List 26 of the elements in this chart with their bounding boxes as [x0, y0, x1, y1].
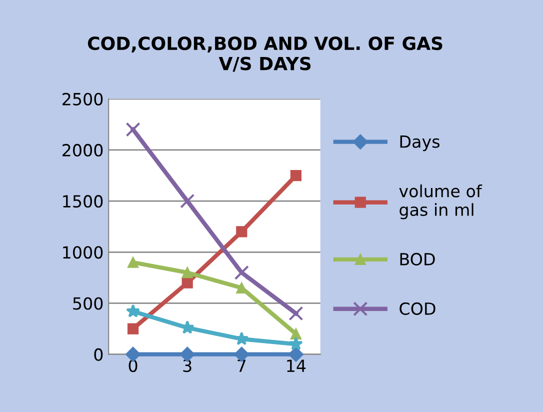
point	[126, 122, 140, 137]
point	[127, 256, 139, 268]
chart-title: COD,COLOR,BOD AND VOL. OF GAS V/S DAYS	[88, 36, 442, 72]
point	[126, 304, 140, 318]
point	[125, 346, 141, 362]
legend-label: COD	[400, 302, 436, 315]
y-tick-label: 0	[94, 348, 103, 361]
point	[182, 277, 193, 288]
legend-label: volume of gas in ml	[399, 184, 482, 220]
point	[236, 226, 248, 238]
point	[234, 265, 249, 280]
y-tick-label: 1500	[63, 195, 103, 208]
point	[290, 170, 302, 182]
point	[290, 328, 302, 340]
y-tick-label: 2500	[62, 92, 103, 106]
y-tick-label: 2000	[62, 144, 103, 157]
point	[288, 336, 303, 350]
y-tick-label: 1000	[63, 246, 103, 259]
x-tick-label: 14	[287, 360, 306, 372]
legend-label: BOD	[400, 252, 435, 266]
point	[127, 323, 139, 334]
point	[182, 267, 193, 278]
legend-label: Days	[400, 136, 440, 152]
point	[288, 306, 304, 321]
y-tick-label: 500	[73, 297, 103, 310]
point	[180, 194, 195, 208]
